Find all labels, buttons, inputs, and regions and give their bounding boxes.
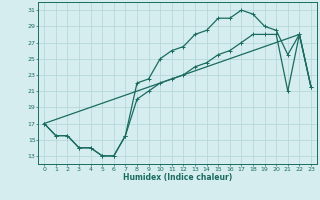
X-axis label: Humidex (Indice chaleur): Humidex (Indice chaleur) xyxy=(123,173,232,182)
